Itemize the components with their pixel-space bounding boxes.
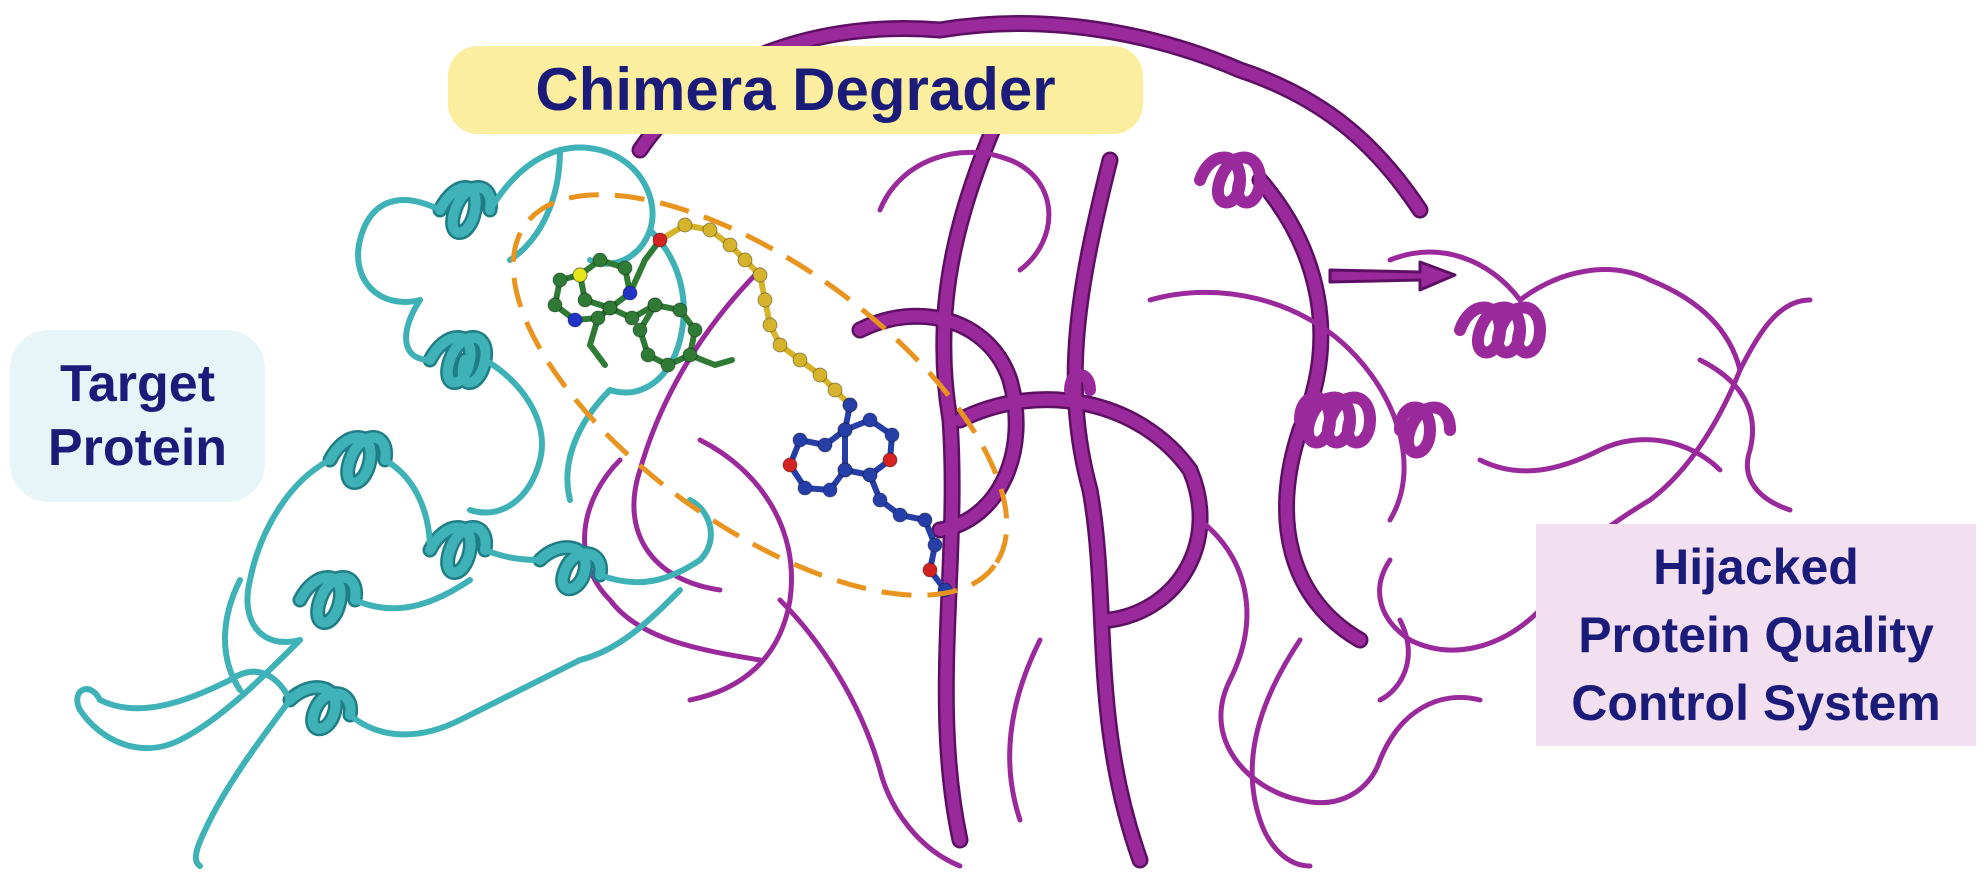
atom-sphere — [872, 492, 888, 508]
atom-sphere — [922, 562, 938, 578]
atom-sphere — [752, 267, 768, 283]
atom-sphere — [842, 397, 858, 413]
chimera-degrader-text: Chimera Degrader — [535, 56, 1056, 123]
atom-sphere — [837, 422, 853, 438]
hijacked-line-1: Hijacked — [1653, 539, 1859, 595]
atom-sphere — [602, 300, 618, 316]
target-protein-label: Target Protein — [10, 330, 265, 502]
atom-sphere — [672, 302, 688, 318]
hijacked-system-label: Hijacked Protein Quality Control System — [1536, 524, 1976, 746]
atom-sphere — [862, 467, 878, 483]
atom-sphere — [640, 347, 656, 363]
atom-sphere — [622, 285, 638, 301]
atom-sphere — [792, 352, 808, 368]
atom-sphere — [862, 412, 878, 428]
target-protein-line-1: Target — [59, 355, 216, 413]
e3-ligase-structure — [582, 15, 1813, 869]
atom-sphere — [632, 322, 648, 338]
atom-sphere — [737, 252, 753, 268]
atom-sphere — [547, 297, 563, 313]
atom-sphere — [687, 322, 703, 338]
atom-sphere — [660, 357, 676, 373]
atom-sphere — [927, 537, 943, 553]
atom-sphere — [590, 310, 606, 326]
atom-sphere — [822, 482, 838, 498]
e3-ligand — [786, 402, 948, 593]
target-protein-line-2: Protein — [47, 419, 228, 477]
degrader-highlight-ellipse — [510, 192, 1010, 598]
atom-sphere — [567, 312, 583, 328]
atom-sphere — [757, 292, 773, 308]
atom-sphere — [817, 437, 833, 453]
atom-sphere — [782, 457, 798, 473]
target-protein-structure — [74, 144, 714, 869]
atom-sphere — [647, 297, 663, 313]
degrader-molecule — [547, 217, 953, 598]
atom-sphere — [682, 347, 698, 363]
atom-sphere — [884, 427, 900, 443]
atom-sphere — [624, 310, 640, 326]
atom-sphere — [762, 317, 778, 333]
chimera-degrader-label: Chimera Degrader — [448, 46, 1143, 134]
atom-sphere — [797, 480, 813, 496]
atom-sphere — [652, 232, 668, 248]
atom-sphere — [552, 272, 568, 288]
atom-sphere — [702, 222, 718, 238]
hijacked-line-3: Control System — [1571, 675, 1941, 731]
atom-sphere — [772, 337, 788, 353]
atom-sphere — [882, 452, 898, 468]
atom-sphere — [827, 382, 843, 398]
atom-sphere — [617, 260, 633, 276]
atom-sphere — [792, 432, 808, 448]
atom-sphere — [917, 512, 933, 528]
atom-sphere — [572, 267, 588, 283]
atom-sphere — [722, 237, 738, 253]
atom-sphere — [837, 462, 853, 478]
atom-sphere — [592, 252, 608, 268]
atom-sphere — [892, 507, 908, 523]
e3-beta-arrow — [1328, 260, 1457, 292]
hijacked-line-2: Protein Quality — [1578, 607, 1934, 663]
atom-sphere — [677, 217, 693, 233]
atom-sphere — [812, 367, 828, 383]
atom-sphere — [577, 292, 593, 308]
